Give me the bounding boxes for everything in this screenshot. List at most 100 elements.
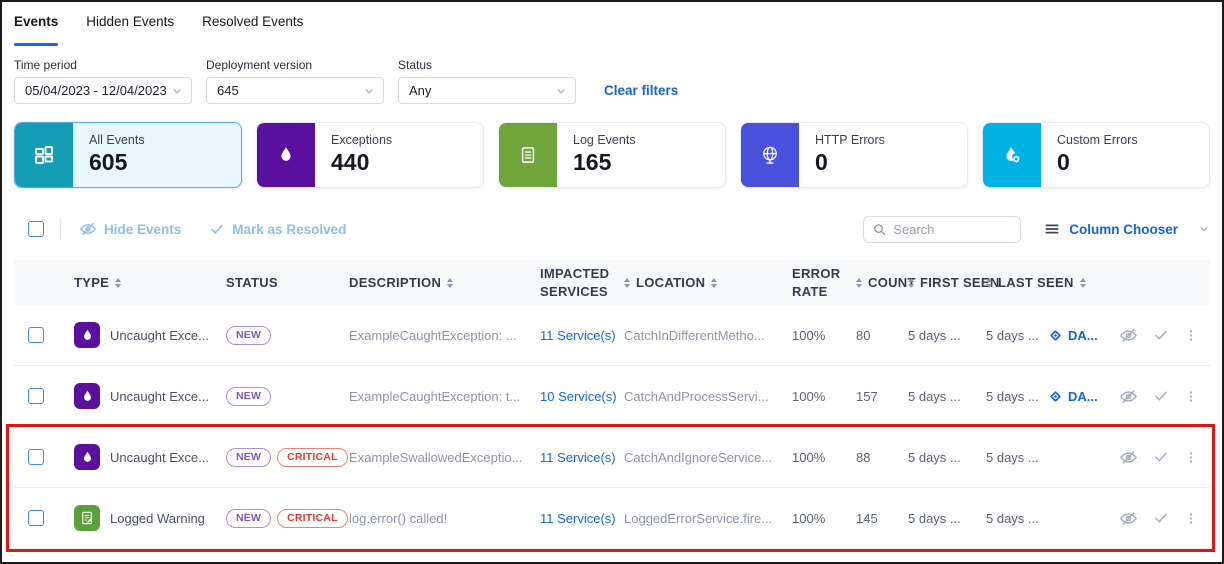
table-row[interactable]: Uncaught Exce... NEW CRITICAL ExampleSwallo… bbox=[14, 427, 1210, 488]
table-body: Uncaught Exce... NEW ExampleCaughtExceptio… bbox=[14, 305, 1210, 549]
deployment-version-label: Deployment version bbox=[206, 58, 313, 72]
row-description-cell: log.error() called! bbox=[347, 511, 532, 526]
status-select[interactable]: Any bbox=[398, 77, 576, 104]
jira-issue-label: DA... bbox=[1068, 327, 1098, 343]
card-label: All Events bbox=[89, 133, 145, 147]
hide-event-icon[interactable] bbox=[1119, 326, 1138, 345]
tab-hidden-events[interactable]: Hidden Events bbox=[86, 14, 175, 29]
table-row[interactable]: Uncaught Exce... NEW ExampleCaughtExceptio… bbox=[14, 305, 1210, 366]
row-last-seen-value-cell: 5 days ... bbox=[982, 328, 1046, 343]
time-period-select[interactable]: 05/04/2023 - 12/04/2023 bbox=[14, 77, 192, 104]
column-header-impacted-services[interactable]: IMPACTED SERVICES bbox=[532, 265, 616, 300]
column-header-location[interactable]: LOCATION bbox=[616, 275, 784, 290]
event-type-label: Uncaught Exce... bbox=[110, 449, 209, 465]
status-value: Any bbox=[409, 83, 432, 98]
row-checkbox[interactable] bbox=[28, 449, 44, 465]
time-period-value: 05/04/2023 - 12/04/2023 bbox=[25, 83, 167, 98]
column-header-status[interactable]: STATUS bbox=[222, 275, 347, 290]
impacted-services-link[interactable]: 11 Service(s) bbox=[540, 449, 616, 465]
sort-icon[interactable] bbox=[115, 277, 122, 288]
search-input[interactable] bbox=[893, 221, 1013, 237]
tab-events[interactable]: Events bbox=[14, 14, 59, 46]
count-value: 88 bbox=[856, 449, 871, 465]
jira-issue-link[interactable]: DA... bbox=[1048, 389, 1098, 404]
jira-issue-label: DA... bbox=[1068, 388, 1098, 404]
resolve-event-icon[interactable] bbox=[1153, 510, 1169, 526]
stat-cards: All Events 605 Exceptions 440 Log Events… bbox=[14, 122, 1210, 188]
table-row[interactable]: Uncaught Exce... NEW ExampleCaughtExceptio… bbox=[14, 366, 1210, 427]
sort-icon[interactable] bbox=[1079, 277, 1086, 288]
column-chooser-button[interactable]: Column Chooser bbox=[1043, 221, 1210, 237]
card-all-events[interactable]: All Events 605 bbox=[14, 122, 242, 188]
row-first-seen-value-cell: 5 days ... bbox=[902, 328, 982, 343]
row-impacted-services-cell: 11 Service(s) bbox=[532, 328, 616, 343]
event-description: ExampleSwallowedExceptio... bbox=[349, 449, 523, 465]
row-description-cell: ExampleCaughtException: t... bbox=[347, 389, 532, 404]
row-error-rate-value-cell: 100% bbox=[784, 389, 848, 404]
row-menu-icon[interactable] bbox=[1184, 449, 1198, 466]
column-header-description[interactable]: DESCRIPTION bbox=[347, 275, 532, 290]
sort-icon[interactable] bbox=[986, 277, 992, 288]
select-all-checkbox[interactable] bbox=[28, 221, 44, 237]
card-value: 165 bbox=[573, 149, 612, 175]
hide-event-icon[interactable] bbox=[1119, 387, 1138, 406]
column-header-label: LAST SEEN bbox=[998, 275, 1074, 290]
row-checkbox[interactable] bbox=[28, 510, 44, 526]
sort-icon[interactable] bbox=[908, 277, 914, 288]
resolve-event-icon[interactable] bbox=[1153, 449, 1169, 465]
row-menu-icon[interactable] bbox=[1184, 510, 1198, 527]
column-header-label: FIRST SEEN bbox=[920, 275, 1000, 290]
column-header-type[interactable]: TYPE bbox=[62, 275, 222, 290]
card-custom-errors[interactable]: Custom Errors 0 bbox=[982, 122, 1210, 188]
hide-event-icon[interactable] bbox=[1119, 448, 1138, 467]
row-error-rate-value-cell: 100% bbox=[784, 450, 848, 465]
row-menu-icon[interactable] bbox=[1184, 327, 1198, 344]
impacted-services-link[interactable]: 11 Service(s) bbox=[540, 327, 616, 343]
column-header-last-seen[interactable]: LAST SEEN bbox=[982, 275, 1086, 290]
card-label: Exceptions bbox=[331, 133, 393, 147]
impacted-services-link[interactable]: 10 Service(s) bbox=[540, 388, 617, 404]
sort-icon[interactable] bbox=[711, 277, 718, 288]
jira-issue-link[interactable]: DA... bbox=[1048, 328, 1098, 343]
jira-diamond-icon bbox=[1048, 328, 1063, 343]
column-header-error-rate[interactable]: ERROR RATE bbox=[784, 265, 848, 300]
hamburger-icon bbox=[1043, 221, 1061, 237]
card-log-events[interactable]: Log Events 165 bbox=[498, 122, 726, 188]
column-header-first-seen[interactable]: FIRST SEEN bbox=[902, 275, 999, 290]
globe-icon bbox=[741, 123, 799, 187]
check-icon bbox=[209, 221, 225, 237]
row-checkbox-cell bbox=[14, 510, 62, 526]
event-location: CatchAndIgnoreService... bbox=[624, 449, 773, 465]
card-http-errors[interactable]: HTTP Errors 0 bbox=[740, 122, 968, 188]
row-count-value-cell: 80 bbox=[848, 328, 902, 343]
sort-icon[interactable] bbox=[624, 277, 630, 288]
column-header-label: IMPACTED SERVICES bbox=[540, 265, 610, 299]
error-rate-value: 100% bbox=[792, 510, 826, 526]
sort-icon[interactable] bbox=[447, 277, 454, 288]
row-menu-icon[interactable] bbox=[1184, 388, 1198, 405]
resolve-event-icon[interactable] bbox=[1153, 327, 1169, 343]
table-toolbar: Hide Events Mark as Resolved Column Choo… bbox=[14, 214, 1210, 244]
row-error-rate-value-cell: 100% bbox=[784, 511, 848, 526]
row-type-cell: Uncaught Exce... bbox=[62, 383, 222, 409]
card-exceptions[interactable]: Exceptions 440 bbox=[256, 122, 484, 188]
deployment-version-select[interactable]: 645 bbox=[206, 77, 384, 104]
hide-events-button[interactable]: Hide Events bbox=[79, 220, 181, 238]
tab-resolved-events[interactable]: Resolved Events bbox=[202, 14, 304, 29]
first-seen-value: 5 days ... bbox=[908, 449, 961, 465]
row-actions-cell bbox=[1114, 326, 1210, 345]
resolve-event-icon[interactable] bbox=[1153, 388, 1169, 404]
row-status-cell: NEW bbox=[222, 386, 347, 406]
clear-filters-link[interactable]: Clear filters bbox=[604, 83, 679, 98]
impacted-services-link[interactable]: 11 Service(s) bbox=[540, 510, 616, 526]
event-description: ExampleCaughtException: t... bbox=[349, 388, 521, 404]
column-header-count[interactable]: COUNT bbox=[848, 275, 915, 290]
row-checkbox[interactable] bbox=[28, 388, 44, 404]
row-checkbox[interactable] bbox=[28, 327, 44, 343]
sort-icon[interactable] bbox=[856, 277, 862, 288]
card-label: Custom Errors bbox=[1057, 133, 1138, 147]
grid-icon bbox=[15, 123, 73, 187]
hide-event-icon[interactable] bbox=[1119, 509, 1138, 528]
mark-resolved-button[interactable]: Mark as Resolved bbox=[209, 221, 346, 237]
table-row[interactable]: Logged Warning NEW CRITICAL log.error() cal… bbox=[14, 488, 1210, 549]
